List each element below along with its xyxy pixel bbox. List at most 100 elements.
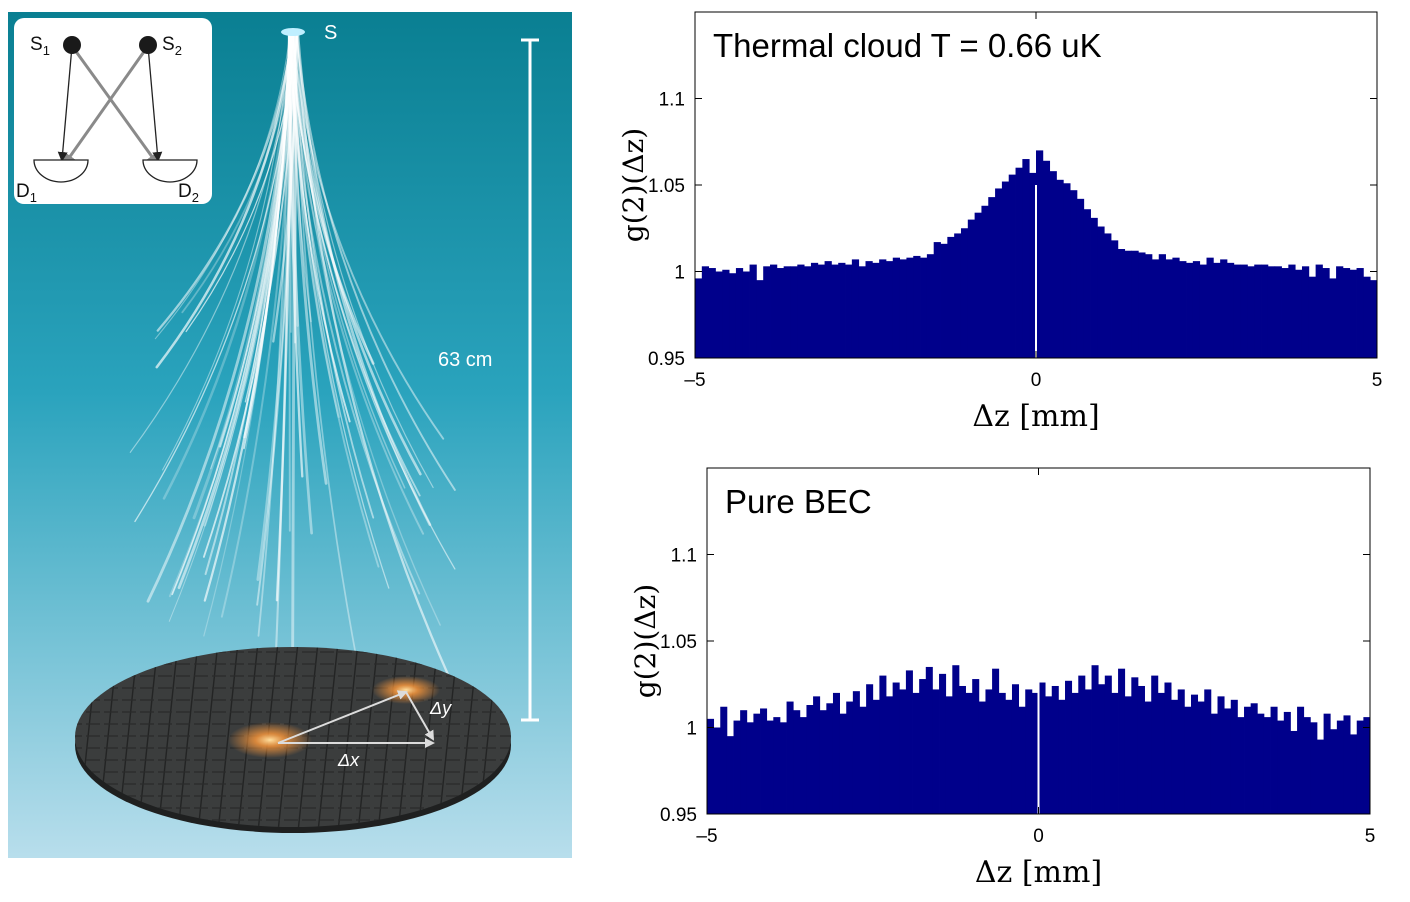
- atom-trajectory: [154, 33, 291, 340]
- bar: [1145, 254, 1153, 358]
- source-s1-dot: [63, 36, 81, 54]
- bar-series: [695, 150, 1378, 358]
- bar: [1091, 665, 1099, 814]
- bar: [1058, 699, 1066, 814]
- bar: [1220, 259, 1228, 358]
- bar: [1267, 266, 1276, 358]
- atom-trajectory: [290, 32, 328, 485]
- bar: [838, 262, 846, 358]
- atom-trajectory: [290, 33, 390, 589]
- bar: [1171, 699, 1179, 814]
- bar: [1277, 720, 1285, 814]
- bar: [974, 212, 982, 358]
- bar: [1329, 278, 1337, 358]
- tick-marks: [694, 12, 1378, 359]
- bar: [1343, 715, 1351, 814]
- bar: [1104, 233, 1112, 358]
- x-axis-label: Δz [mm]: [975, 855, 1102, 890]
- y-axis-label: g(2)(Δz): [629, 584, 662, 698]
- bar: [1356, 268, 1364, 358]
- pure-bec-chart: Pure BEC 0.95 1 1.05 1.1 –5 0 5 Δz [mm] g(2)(…: [629, 467, 1376, 890]
- atom-trajectories: [129, 32, 456, 688]
- bar: [1084, 689, 1092, 814]
- atom-trajectory: [293, 33, 363, 688]
- detector-grid-line: [157, 647, 179, 827]
- atom-trajectory: [256, 33, 297, 606]
- detector-grid-line: [177, 647, 199, 827]
- bar: [879, 675, 887, 814]
- bar: [1165, 259, 1173, 358]
- bar: [776, 268, 785, 358]
- y-tick-label: 0.95: [648, 349, 685, 370]
- bar: [899, 259, 907, 358]
- bar: [1197, 701, 1205, 814]
- bar: [1226, 262, 1235, 358]
- d1-label: D1: [16, 181, 37, 205]
- detector-grid-line: [197, 647, 219, 827]
- bar: [1083, 209, 1091, 358]
- bar: [824, 261, 832, 358]
- hotspot-right: [372, 676, 440, 704]
- bar: [1184, 706, 1192, 814]
- bar: [1118, 668, 1126, 814]
- bar: [1283, 711, 1291, 814]
- atom-trajectory: [288, 32, 304, 478]
- dy-label: Δy: [429, 698, 452, 718]
- detector-grid-line: [137, 647, 159, 827]
- x-tick-label: 5: [1365, 826, 1376, 847]
- bar: [1124, 250, 1132, 358]
- x-tick-labels: –5 0 5: [684, 370, 1382, 391]
- atom-trajectory: [296, 33, 434, 489]
- bar: [872, 262, 880, 358]
- bar: [960, 228, 969, 358]
- atom-trajectory: [155, 32, 294, 369]
- height-scale-bar: [521, 38, 539, 722]
- bar: [1330, 729, 1338, 814]
- bar: [1297, 706, 1305, 814]
- diagonal-arrow: [277, 690, 408, 744]
- bar: [932, 689, 940, 814]
- atom-trajectory: [243, 32, 291, 439]
- bar: [786, 701, 794, 814]
- bar: [954, 233, 962, 358]
- bar: [766, 720, 774, 814]
- bar: [753, 713, 761, 814]
- bar: [912, 692, 920, 814]
- bar: [1076, 198, 1085, 358]
- bar: [1172, 257, 1180, 358]
- bar: [1349, 269, 1357, 358]
- x-tick-label: –5: [696, 826, 717, 847]
- bar: [947, 236, 955, 358]
- bar: [1179, 261, 1187, 358]
- hbt-inset: S1 S2 D1 D2: [14, 18, 212, 205]
- y-tick-labels: 0.95 1 1.05 1.1: [648, 90, 685, 371]
- x-tick-label: 5: [1372, 370, 1383, 391]
- bar: [695, 278, 703, 358]
- bar: [1038, 682, 1046, 814]
- bar: [1263, 717, 1271, 814]
- bar: [1310, 722, 1318, 814]
- bar: [919, 679, 927, 814]
- bar: [925, 666, 933, 814]
- bar: [872, 699, 880, 814]
- bar: [1070, 190, 1078, 358]
- atom-trajectory: [290, 32, 299, 327]
- bar: [892, 257, 900, 358]
- bar: [1111, 240, 1119, 358]
- dx-label: Δx: [337, 750, 360, 770]
- bar: [832, 692, 840, 814]
- s1-label: S1: [30, 34, 50, 58]
- bar: [885, 261, 894, 358]
- y-axis-label: g(2)(Δz): [617, 128, 650, 242]
- bar: [846, 701, 854, 814]
- bar: [866, 684, 874, 814]
- bar: [958, 685, 966, 814]
- s2-label: S2: [162, 34, 182, 58]
- bar: [1370, 280, 1378, 358]
- bar: [1316, 739, 1324, 814]
- y-tick-label: 1: [686, 719, 697, 740]
- thermal-cloud-chart: Thermal cloud T = 0.66 uK 0.95 1 1.05 1.1 –…: [617, 11, 1382, 434]
- bar: [1137, 685, 1145, 814]
- bar: [1261, 264, 1269, 358]
- bar: [1237, 717, 1245, 814]
